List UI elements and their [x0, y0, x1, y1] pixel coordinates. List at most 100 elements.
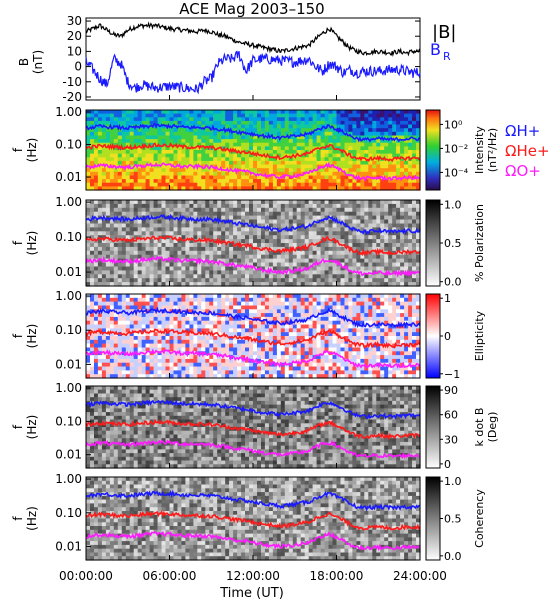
spectrogram-cell: [129, 362, 135, 368]
spectrogram-cell: [392, 135, 397, 140]
spectrogram-cell: [157, 328, 163, 333]
spectrogram-cell: [336, 250, 342, 256]
spectrogram-cell: [288, 328, 294, 333]
spectrogram-cell: [149, 227, 155, 232]
spectrogram-cell: [153, 355, 159, 360]
spectrogram-cell: [197, 182, 202, 187]
spectrogram-cell: [121, 227, 127, 232]
spectrogram-cell: [388, 146, 393, 151]
spectrogram-cell: [304, 305, 310, 310]
spectrogram-cell: [308, 246, 314, 252]
spectrogram-cell: [141, 370, 147, 375]
spectrogram-cell: [129, 313, 135, 318]
spectrogram-cell: [217, 324, 222, 329]
spectrogram-cell: [264, 113, 270, 118]
spectrogram-cell: [137, 120, 143, 126]
spectrogram-cell: [105, 274, 111, 279]
spectrogram-cell: [360, 171, 365, 176]
spectrogram-cell: [177, 294, 183, 299]
spectrogram-cell: [145, 146, 151, 151]
spectrogram-cell: [288, 235, 294, 240]
spectrogram-cell: [205, 200, 210, 205]
spectrogram-cell: [336, 246, 342, 252]
spectrogram-cell: [332, 168, 338, 173]
spectrogram-cell: [392, 219, 397, 224]
spectrogram-cell: [221, 182, 226, 187]
spectrogram-cell: [264, 316, 270, 322]
spectrogram-cell: [229, 270, 234, 275]
spectrogram-cell: [129, 219, 135, 224]
spectrogram-cell: [376, 110, 381, 115]
spectrogram-cell: [105, 207, 111, 213]
spectrogram-cell: [213, 243, 218, 248]
spectrogram-cell: [360, 131, 365, 136]
spectrogram-cell: [416, 139, 421, 144]
spectrogram-cell: [101, 362, 107, 368]
spectrogram-cell: [233, 135, 238, 140]
spectrogram-cell: [276, 297, 282, 303]
spectrogram-cell: [300, 207, 306, 213]
spectrogram-cell: [157, 262, 163, 267]
spectrogram-cell: [137, 305, 143, 310]
spectrogram-cell: [253, 332, 258, 337]
spectrogram-cell: [308, 250, 314, 256]
spectrogram-cell: [94, 182, 99, 187]
spectrogram-cell: [233, 347, 238, 352]
spectrogram-cell: [86, 227, 91, 232]
spectrogram-cell: [229, 146, 234, 151]
spectrogram-cell: [253, 207, 258, 213]
spectrogram-cell: [101, 131, 107, 136]
spectrogram-cell: [344, 168, 350, 173]
spectrogram-cell: [400, 146, 405, 151]
spectrogram-cell: [105, 246, 111, 252]
spectrogram-cell: [276, 215, 282, 221]
spectrogram-cell: [261, 182, 266, 187]
spectrogram-cell: [316, 207, 322, 213]
spectrogram-cell: [161, 274, 167, 279]
spectrogram-cell: [137, 186, 143, 191]
spectrogram-cell: [268, 153, 274, 158]
spectrogram-cell: [105, 297, 111, 303]
spectrogram-cell: [364, 179, 369, 184]
spectrogram-cell: [253, 343, 258, 348]
spectrogram-cell: [356, 142, 361, 147]
bfield-ytick-label: -10: [62, 75, 82, 89]
spectrogram-cell: [264, 313, 270, 318]
spectrogram-cell: [284, 219, 290, 224]
spectrogram-cell: [129, 358, 135, 364]
spectrogram-cell: [205, 262, 210, 267]
spectrogram-cell: [141, 336, 147, 341]
spectrogram-cell: [197, 294, 202, 299]
spectrogram-cell: [229, 239, 234, 244]
spectrogram-cell: [109, 320, 115, 326]
spectrogram-cell: [261, 270, 266, 275]
spectrogram-cell: [173, 117, 179, 122]
spectrogram-cell: [225, 120, 230, 126]
spectrogram-cell: [388, 164, 393, 169]
spectrogram-cell: [300, 301, 306, 306]
spectrogram-cell: [253, 135, 258, 140]
spectrogram-cell: [324, 168, 330, 173]
spectrogram-cell: [221, 231, 226, 236]
spectrogram-cell: [372, 250, 377, 256]
spectrogram-cell: [133, 223, 139, 228]
spectrogram-cell: [336, 227, 342, 232]
spectrogram-cell: [185, 246, 190, 252]
spectrogram-cell: [416, 135, 421, 140]
spectrogram-cell: [157, 146, 163, 151]
spectrogram-cell: [225, 270, 230, 275]
spectrogram-cell: [264, 171, 270, 176]
spectrogram-cell: [280, 235, 286, 240]
spectrogram-cell: [153, 374, 159, 379]
spectrogram-cell: [225, 215, 230, 221]
spectrogram-cell: [304, 171, 310, 176]
spectrogram-cell: [97, 153, 103, 158]
spectrogram-cell: [169, 258, 175, 264]
spectrogram-cell: [364, 186, 369, 191]
spectrogram-cell: [117, 328, 123, 333]
spectrogram-cell: [316, 282, 322, 287]
spectrogram-cell: [392, 182, 397, 187]
spectrogram-cell: [400, 203, 405, 209]
spectrogram-cell: [280, 278, 286, 283]
spectrogram-cell: [237, 110, 242, 115]
